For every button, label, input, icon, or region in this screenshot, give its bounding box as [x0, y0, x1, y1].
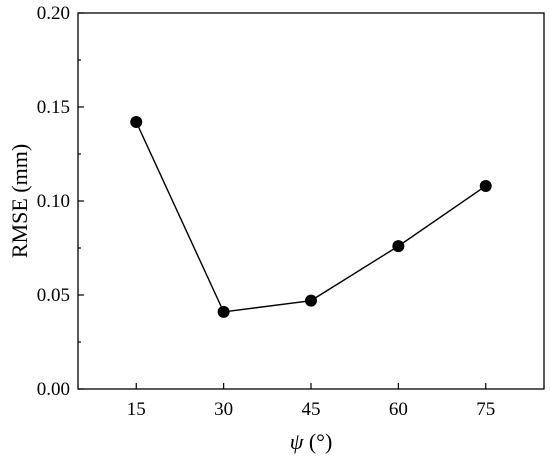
series-line-group	[135, 121, 487, 313]
y-tick-label: 0.20	[37, 3, 70, 24]
x-axis-symbol: ψ	[290, 429, 304, 454]
x-axis-unit: (°)	[303, 429, 332, 454]
y-tick-label: 0.10	[37, 191, 70, 212]
data-point	[479, 179, 492, 192]
x-tick-label: 30	[214, 399, 233, 420]
x-tick-label: 45	[302, 399, 321, 420]
y-axis-ticks: 0.00 0.05 0.10 0.15 0.20	[37, 3, 84, 400]
data-point	[217, 305, 230, 318]
x-axis-title: ψ (°)	[290, 429, 333, 454]
series-points-group	[130, 116, 492, 318]
data-point	[392, 240, 405, 253]
x-axis-ticks: 15 30 45 60 75	[127, 383, 495, 420]
series-line	[135, 121, 487, 313]
y-tick-label: 0.00	[37, 379, 70, 400]
x-tick-label: 15	[127, 399, 146, 420]
plot-frame	[77, 12, 545, 390]
x-tick-label: 60	[389, 399, 408, 420]
data-point	[130, 116, 143, 129]
y-tick-label: 0.15	[37, 97, 70, 118]
y-axis-title: RMSE (mm)	[7, 144, 32, 258]
x-tick-label: 75	[476, 399, 495, 420]
data-point	[305, 294, 317, 307]
y-tick-label: 0.05	[37, 285, 70, 306]
